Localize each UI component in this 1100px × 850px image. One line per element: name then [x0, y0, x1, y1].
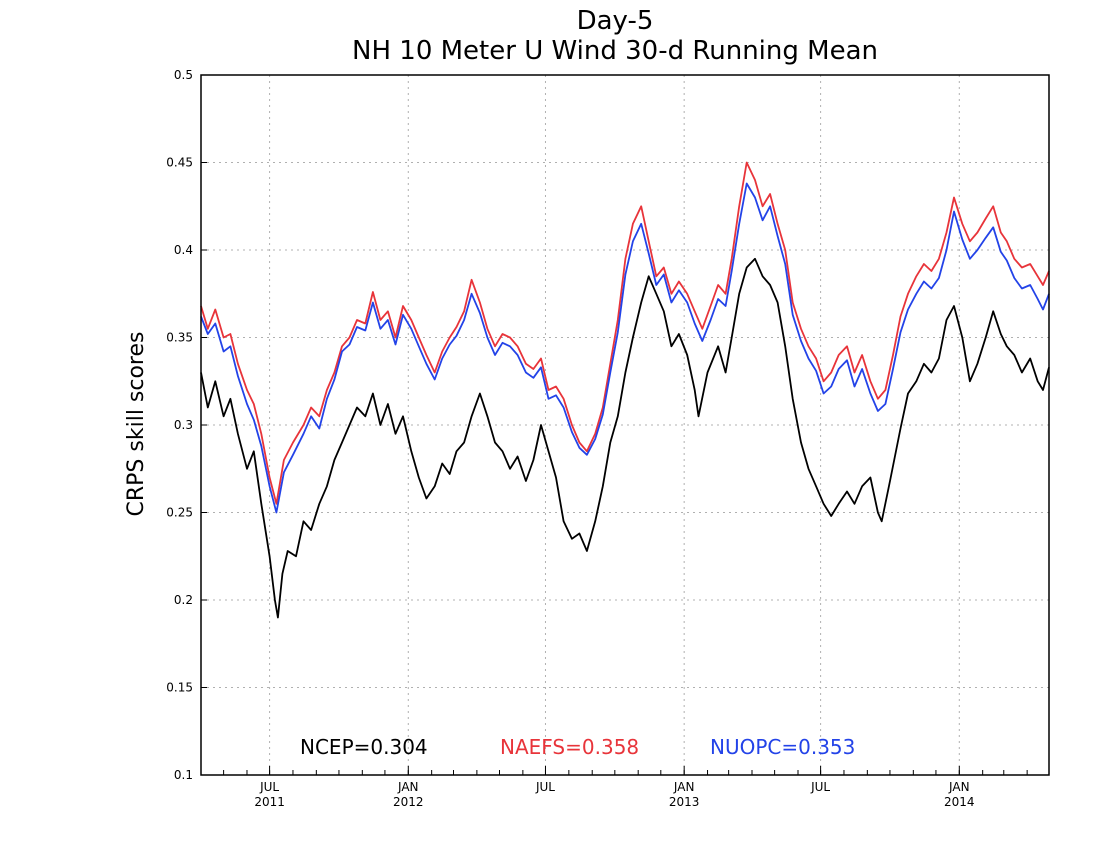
y-axis-label: CRPS skill scores [124, 332, 149, 517]
x-tick-year-label: 2011 [254, 795, 285, 809]
y-tick-label: 0.3 [174, 418, 193, 432]
y-tick-label: 0.4 [174, 243, 193, 257]
x-tick-month-label: JAN [948, 780, 970, 794]
legend-nuopc: NUOPC=0.353 [710, 735, 855, 759]
y-tick-label: 0.25 [166, 506, 193, 520]
y-tick-label: 0.15 [166, 681, 193, 695]
y-tick-label: 0.2 [174, 593, 193, 607]
grid-lines [201, 75, 1049, 775]
x-tick-month-label: JUL [535, 780, 555, 794]
legend-ncep: NCEP=0.304 [300, 735, 428, 759]
x-tick-year-label: 2012 [393, 795, 424, 809]
chart-subtitle: NH 10 Meter U Wind 30-d Running Mean [352, 36, 878, 66]
legend-naefs: NAEFS=0.358 [500, 735, 639, 759]
y-tick-label: 0.45 [166, 156, 193, 170]
x-tick-month-label: JAN [673, 780, 695, 794]
x-tick-year-label: 2013 [669, 795, 700, 809]
x-tick-month-label: JAN [397, 780, 419, 794]
series-lines [200, 161, 1050, 619]
y-axis-ticks: 0.1 0.15 0.2 0.25 0.3 0.35 0.4 0.45 0.5 [166, 68, 207, 782]
y-tick-label: 0.1 [174, 768, 193, 782]
series-line-nuopc [200, 182, 1050, 514]
series-line-naefs [200, 161, 1050, 505]
chart-title: Day-5 [577, 6, 654, 36]
series-line-ncep [200, 257, 1050, 619]
x-tick-month-label: JUL [810, 780, 830, 794]
y-tick-label: 0.35 [166, 331, 193, 345]
x-tick-year-label: 2014 [944, 795, 975, 809]
x-tick-month-label: JUL [259, 780, 279, 794]
y-tick-label: 0.5 [174, 68, 193, 82]
